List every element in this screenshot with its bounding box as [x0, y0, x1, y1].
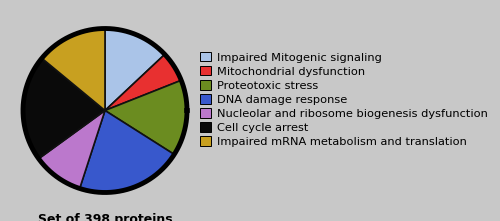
Wedge shape: [105, 54, 181, 110]
Wedge shape: [105, 80, 187, 154]
Wedge shape: [80, 110, 174, 192]
Wedge shape: [105, 29, 165, 110]
Legend: Impaired Mitogenic signaling, Mitochondrial dysfunction, Proteotoxic stress, DNA: Impaired Mitogenic signaling, Mitochondr…: [200, 52, 488, 147]
Wedge shape: [23, 58, 105, 159]
Wedge shape: [38, 110, 105, 189]
Text: Set of 398 proteins: Set of 398 proteins: [38, 213, 172, 221]
Wedge shape: [42, 29, 105, 110]
